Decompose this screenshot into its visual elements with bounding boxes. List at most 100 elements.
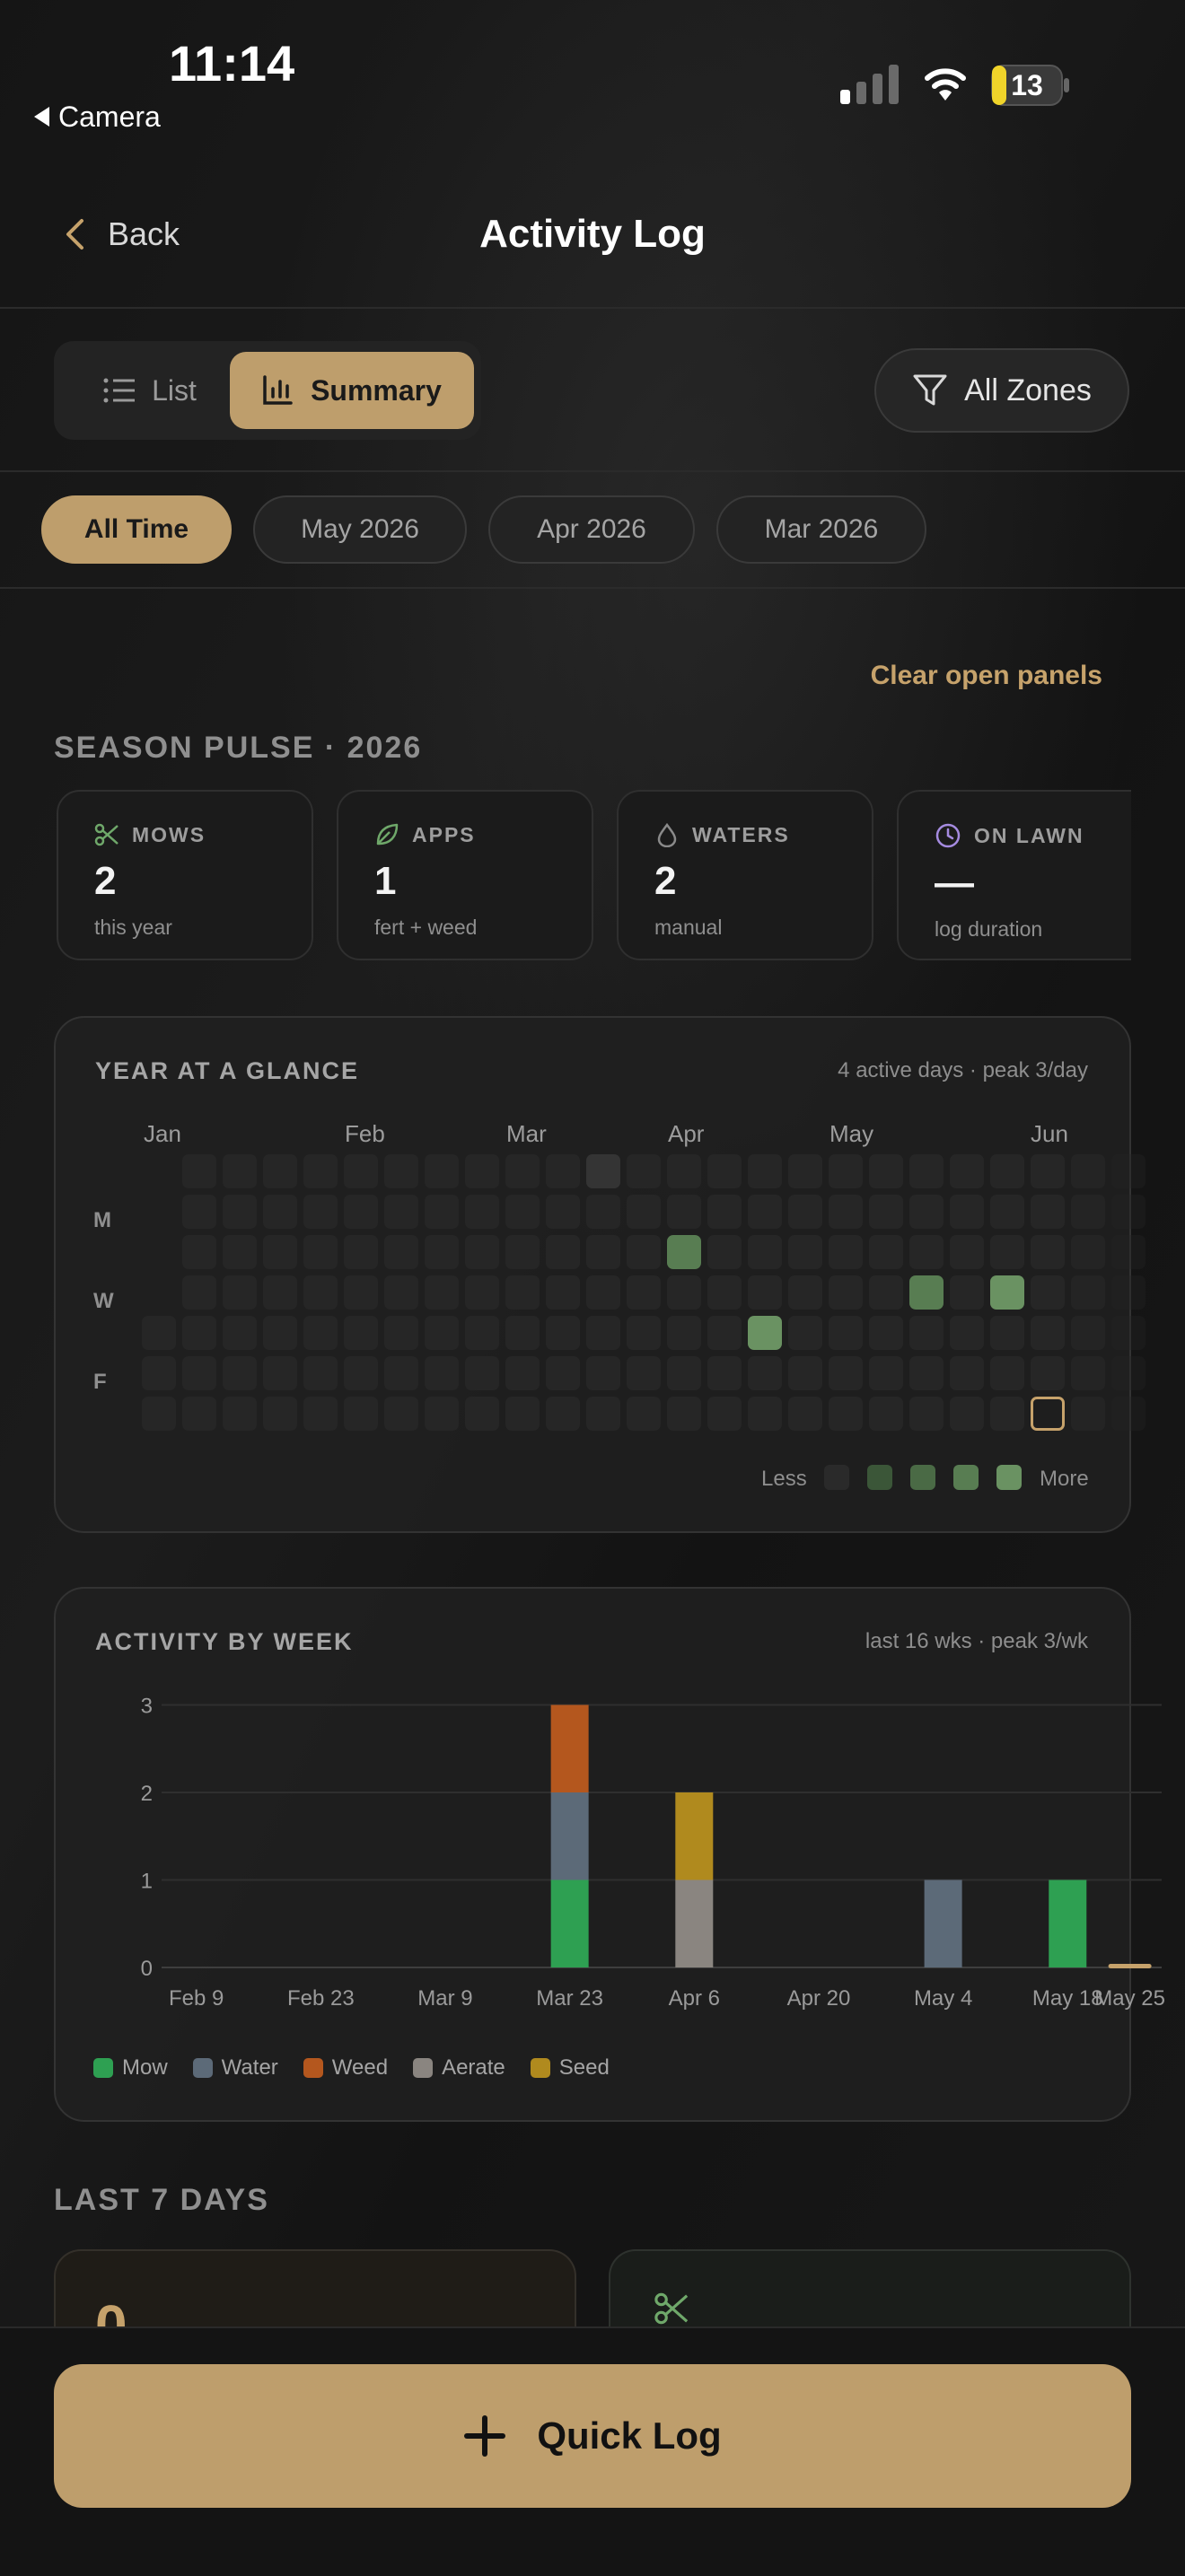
summary-view-label: Summary — [311, 373, 442, 407]
period-chip-may-2026[interactable]: May 2026 — [253, 495, 467, 564]
legend-more-label: More — [1040, 1467, 1089, 1491]
legend-label: Mow — [122, 2055, 168, 2080]
quick-log-button[interactable]: Quick Log — [54, 2364, 1131, 2508]
activity-week-meta: last 16 wks · peak 3/wk — [865, 1629, 1088, 1653]
legend-swatch — [303, 2058, 323, 2078]
x-tick-label: Apr 6 — [669, 1986, 720, 2011]
year-glance-panel — [54, 1016, 1131, 1533]
last-7-days-title: LAST 7 DAYS — [54, 2183, 269, 2217]
battery-indicator: 13 — [991, 65, 1070, 106]
stat-card-on-lawn[interactable]: ON LAWN — log duration — [897, 790, 1131, 960]
bar-segment-water[interactable] — [924, 1879, 962, 1968]
x-tick-label: Apr 20 — [787, 1986, 851, 2011]
quick-log-label: Quick Log — [537, 2414, 722, 2457]
activity-week-title: ACTIVITY BY WEEK — [95, 1628, 354, 1655]
back-label: Back — [108, 215, 180, 252]
divider — [0, 587, 1185, 589]
stat-card-waters[interactable]: WATERS 2 manual — [617, 790, 873, 960]
scissors-icon — [654, 2292, 689, 2325]
bar-segment-weed[interactable] — [550, 1704, 589, 1793]
divider — [0, 470, 1185, 472]
heatmap-legend — [824, 1465, 1022, 1490]
month-label: Jan — [144, 1120, 181, 1147]
clear-panels-button[interactable]: Clear open panels — [870, 661, 1102, 690]
status-time: 11:14 — [169, 35, 295, 92]
chevron-left-icon — [66, 219, 83, 250]
weekday-label: W — [93, 1289, 114, 1313]
month-label: Jun — [1031, 1120, 1068, 1147]
x-tick-label: May 25 — [1094, 1986, 1165, 2011]
back-to-app-link[interactable]: Camera — [34, 101, 161, 134]
legend-label: Water — [221, 2055, 278, 2080]
month-label: Feb — [345, 1120, 385, 1147]
month-label: Mar — [506, 1120, 547, 1147]
y-tick-label: 1 — [141, 1870, 153, 1894]
list-view-button[interactable]: List — [74, 352, 226, 429]
legend-swatch — [953, 1465, 979, 1490]
legend-less-label: Less — [761, 1467, 807, 1491]
stat-sub: manual — [654, 916, 723, 939]
month-label: May — [830, 1120, 874, 1147]
legend-label: Seed — [558, 2055, 610, 2080]
legend-item-seed: Seed — [530, 2055, 610, 2081]
stat-sub: fert + weed — [374, 916, 478, 939]
plus-icon — [464, 2415, 506, 2457]
y-tick-label: 3 — [141, 1695, 153, 1719]
bar-segment-mow[interactable] — [1049, 1879, 1087, 1968]
stat-label: WATERS — [692, 822, 790, 846]
stat-value: 1 — [374, 859, 397, 903]
stat-value: 2 — [654, 859, 677, 903]
stat-value: 2 — [94, 859, 117, 903]
list-view-label: List — [152, 373, 197, 407]
legend-item-weed: Weed — [303, 2055, 388, 2081]
bar-chart-icon — [263, 375, 293, 405]
bar-segment-aerate[interactable] — [675, 1879, 714, 1968]
clock-icon — [935, 823, 961, 848]
legend-swatch — [93, 2058, 113, 2078]
season-stats-row: MOWS 2 this year APPS 1 fert + weed WATE… — [54, 781, 1131, 971]
period-chip-mar-2026[interactable]: Mar 2026 — [716, 495, 926, 564]
period-chip-all-time[interactable]: All Time — [41, 495, 232, 564]
leaf-icon — [376, 823, 399, 846]
back-button[interactable]: Back — [65, 215, 180, 253]
bar-segment-mow[interactable] — [550, 1879, 589, 1968]
bar-segment-seed[interactable] — [675, 1792, 714, 1880]
legend-label: Aerate — [442, 2055, 505, 2080]
back-app-label: Camera — [58, 101, 161, 133]
month-label: Apr — [668, 1120, 705, 1147]
zone-filter-label: All Zones — [964, 372, 1092, 407]
stat-label: APPS — [412, 822, 476, 846]
period-chip-apr-2026[interactable]: Apr 2026 — [488, 495, 695, 564]
zone-filter-button[interactable]: All Zones — [874, 348, 1129, 433]
weekday-label: M — [93, 1208, 111, 1232]
y-tick-label: 0 — [141, 1957, 153, 1981]
droplet-icon — [657, 822, 677, 847]
x-tick-label: Feb 9 — [169, 1986, 224, 2011]
legend-swatch — [867, 1465, 892, 1490]
x-tick-label: Mar 9 — [417, 1986, 472, 2011]
legend-swatch — [996, 1465, 1022, 1490]
wifi-icon — [925, 68, 966, 101]
stat-card-mows[interactable]: MOWS 2 this year — [57, 790, 313, 960]
weekday-label: F — [93, 1370, 107, 1394]
y-tick-label: 2 — [141, 1782, 153, 1806]
legend-swatch — [910, 1465, 935, 1490]
legend-item-water: Water — [192, 2055, 278, 2081]
bar-segment-water[interactable] — [550, 1792, 589, 1880]
stat-label: MOWS — [132, 822, 206, 846]
legend-swatch — [192, 2058, 213, 2078]
scissors-icon — [94, 823, 118, 846]
stat-sub: this year — [94, 916, 172, 939]
x-tick-label: May 4 — [914, 1986, 972, 2011]
battery-level: 13 — [1011, 69, 1043, 101]
x-tick-label: Mar 23 — [536, 1986, 603, 2011]
x-tick-label: May 18 — [1032, 1986, 1103, 2011]
stat-card-apps[interactable]: APPS 1 fert + weed — [337, 790, 593, 960]
year-glance-meta: 4 active days · peak 3/day — [838, 1058, 1088, 1082]
summary-view-button[interactable]: Summary — [230, 352, 474, 429]
activity-week-legend: Mow Water Weed Aerate Seed — [93, 2055, 610, 2081]
legend-label: Weed — [331, 2055, 389, 2080]
legend-swatch — [530, 2058, 550, 2078]
legend-item-aerate: Aerate — [413, 2055, 505, 2081]
season-pulse-title: SEASON PULSE · 2026 — [54, 731, 423, 765]
